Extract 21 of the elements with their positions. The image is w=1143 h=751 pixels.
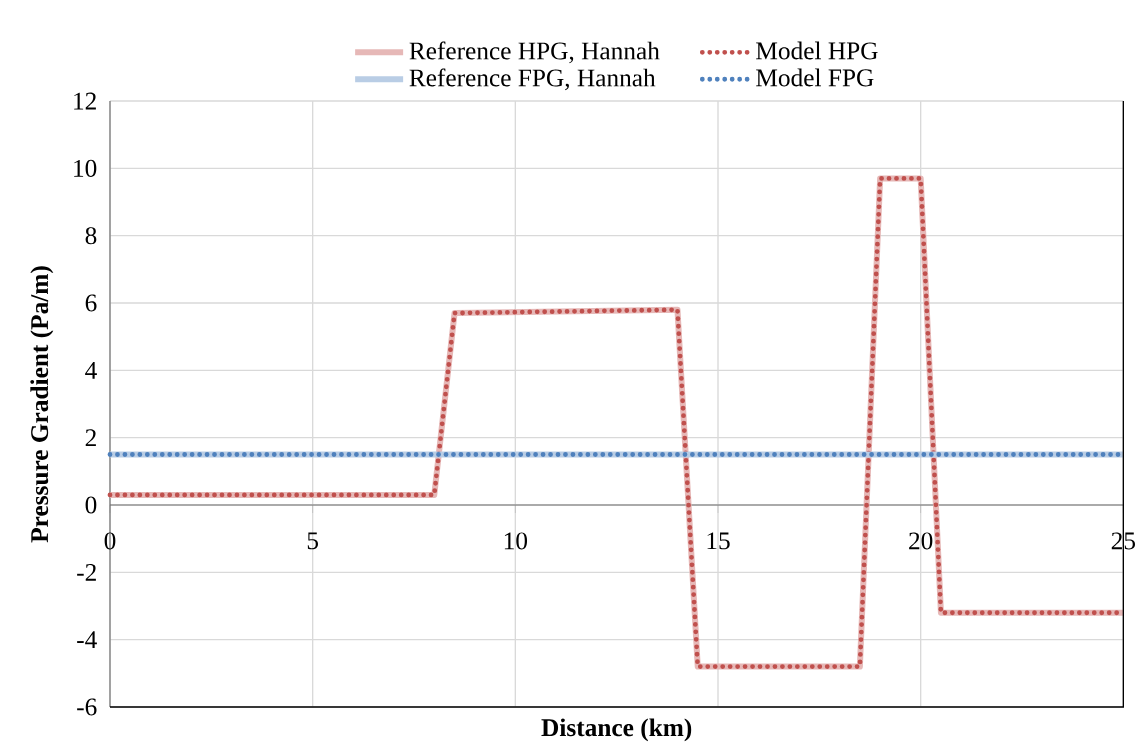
y-tick-label: 10 bbox=[74, 159, 97, 177]
y-tick-label: 8 bbox=[85, 227, 97, 245]
y-tick-label: 6 bbox=[85, 294, 97, 312]
x-tick-label: 20 bbox=[909, 532, 933, 550]
legend-label: Model HPG bbox=[756, 41, 878, 60]
y-tick-label: -2 bbox=[77, 563, 96, 581]
y-axis-title: Pressure Gradient (Pa/m) bbox=[30, 266, 54, 543]
legend-label: Reference FPG, Hannah bbox=[409, 68, 656, 91]
x-axis-title: Distance (km) bbox=[541, 718, 692, 742]
legend-label: Model FPG bbox=[756, 68, 874, 87]
x-tick-label: 10 bbox=[504, 532, 528, 550]
legend-label: Reference HPG, Hannah bbox=[409, 41, 660, 64]
y-tick-label: 0 bbox=[85, 496, 97, 514]
y-tick-label: 12 bbox=[74, 92, 96, 110]
y-tick-label: -4 bbox=[77, 631, 97, 648]
y-tick-label: -6 bbox=[77, 698, 97, 716]
x-tick-label: 0 bbox=[104, 532, 116, 550]
x-tick-label: 5 bbox=[307, 532, 318, 550]
y-tick-label: 2 bbox=[85, 429, 96, 447]
y-tick-label: 4 bbox=[85, 362, 97, 379]
x-tick-label: 15 bbox=[707, 532, 730, 550]
